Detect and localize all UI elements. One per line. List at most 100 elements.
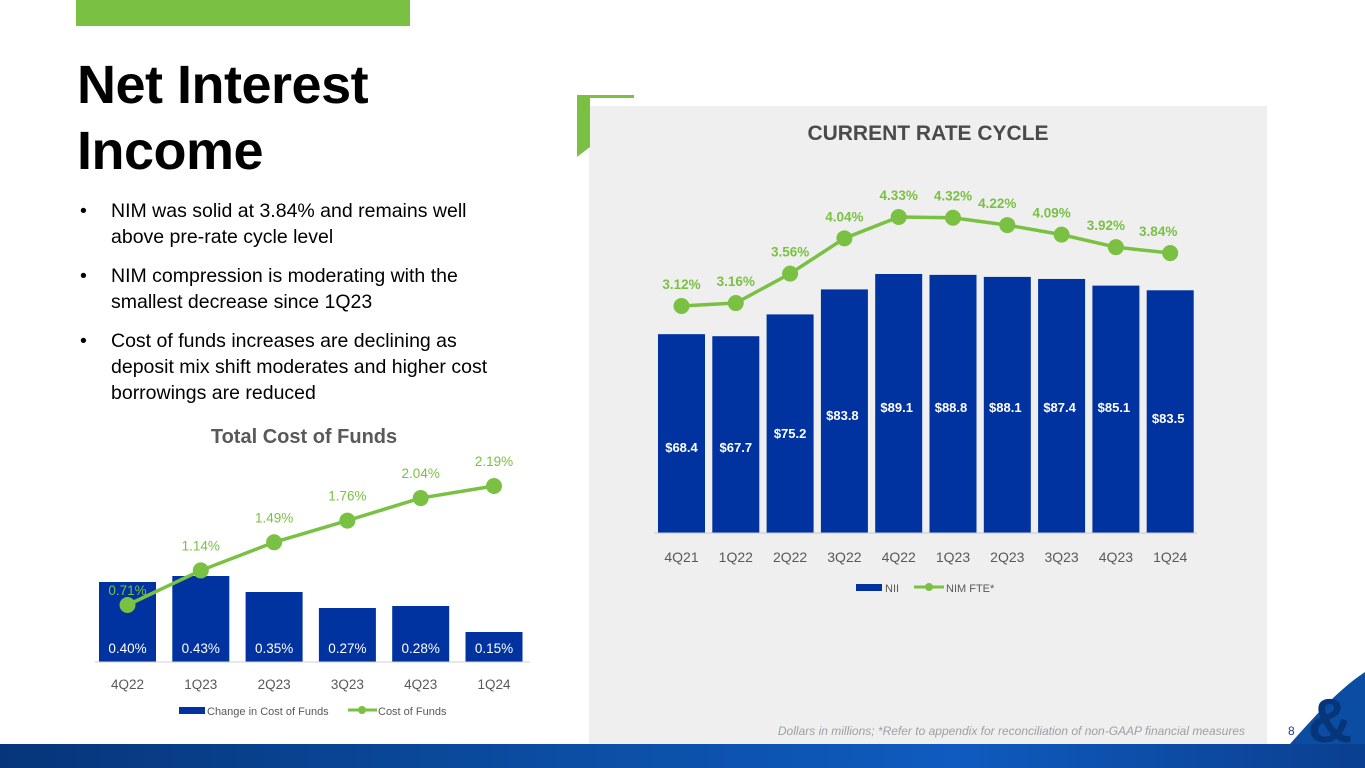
cof-bar-label: 0.27% [328, 641, 366, 656]
x-tick-label: 1Q24 [1153, 549, 1187, 565]
x-tick-label: 3Q23 [331, 677, 364, 692]
x-tick-label: 2Q23 [990, 549, 1024, 565]
nii-bar-label: $85.1 [1098, 400, 1131, 415]
cof-point-label: 1.14% [182, 538, 220, 553]
cof-bar [318, 608, 376, 662]
bullet-text: NIM compression is moderating with the s… [111, 265, 458, 313]
legend-cof-marker [358, 706, 366, 714]
nim-point [836, 230, 853, 247]
x-tick-label: 1Q23 [184, 677, 217, 692]
corner-bracket-icon [577, 95, 634, 157]
bullet-item: • NIM was solid at 3.84% and remains well… [78, 198, 518, 250]
cof-point [486, 478, 502, 494]
nim-point [1162, 245, 1179, 262]
nim-line [681, 215, 1171, 308]
cof-bar [465, 632, 523, 662]
cof-point-label: 1.76% [328, 489, 366, 504]
nii-bar-label: $83.5 [1152, 411, 1185, 426]
legend-nim-label: NIM FTE* [946, 583, 995, 595]
nim-point [890, 209, 907, 225]
cof-bar-label: 0.35% [255, 641, 293, 656]
cof-bar [392, 606, 450, 662]
ampersand-logo-icon: & [1290, 672, 1365, 744]
cof-point [339, 512, 356, 529]
logo-glyph: & [1308, 687, 1353, 744]
page-title: Net Interest Income [77, 52, 369, 184]
nii-bar [1038, 278, 1086, 533]
nii-bar [766, 314, 814, 533]
nii-bar [875, 274, 923, 533]
page-title-line1: Net Interest [77, 55, 369, 115]
nim-point [673, 298, 690, 314]
bullet-text: Cost of funds increases are declining as… [111, 330, 488, 404]
x-tick-label: 4Q22 [882, 549, 916, 565]
legend-nii-swatch [856, 584, 882, 591]
nim-point [1107, 239, 1124, 256]
bullet-item: • NIM compression is moderating with the … [78, 263, 518, 315]
cof-point [119, 597, 136, 613]
cof-point [412, 490, 429, 507]
cof-point-label: 1.49% [255, 510, 293, 525]
x-tick-label: 2Q23 [258, 677, 291, 692]
cof-line [126, 484, 495, 607]
cof-point [266, 534, 283, 551]
x-tick-label: 4Q23 [404, 677, 437, 692]
nim-point [945, 209, 961, 226]
x-tick-label: 2Q22 [773, 549, 807, 565]
legend-change-swatch [179, 707, 205, 714]
x-tick-label: 1Q24 [477, 677, 511, 692]
nii-bar [929, 274, 977, 533]
nim-point-label: 3.12% [662, 277, 700, 292]
nii-bar-label: $83.8 [826, 408, 859, 423]
x-tick-label: 3Q22 [827, 549, 861, 565]
x-tick-label: 4Q23 [1099, 549, 1133, 565]
footnote: Dollars in millions; *Refer to appendix … [777, 724, 1245, 738]
rate-cycle-chart-title: CURRENT RATE CYCLE [807, 122, 1048, 145]
nim-point-label: 3.56% [771, 245, 809, 260]
cof-bar-label: 0.43% [182, 641, 220, 656]
bottom-band [0, 744, 1365, 768]
nim-point-label: 4.09% [1032, 206, 1070, 221]
accent-bar [76, 0, 410, 26]
nim-point-label: 3.16% [717, 274, 755, 289]
cof-bar-label: 0.28% [402, 641, 440, 656]
x-tick-label: 1Q23 [936, 549, 970, 565]
nii-bar-label: $88.8 [935, 400, 968, 415]
nii-bar [712, 336, 760, 533]
nii-bar [1146, 290, 1194, 533]
bullet-dot: • [80, 200, 87, 222]
bullet-dot: • [80, 330, 87, 352]
legend-nii-label: NII [885, 583, 899, 595]
bullet-list: • NIM was solid at 3.84% and remains well… [78, 198, 518, 419]
cof-bar [245, 592, 303, 662]
x-tick-label: 3Q23 [1044, 549, 1078, 565]
cof-point-label: 2.19% [475, 454, 513, 469]
nii-bar [983, 276, 1031, 533]
nii-bar [658, 334, 705, 533]
nim-point [782, 265, 799, 282]
cof-bar-label: 0.40% [108, 641, 146, 656]
nim-point [727, 295, 744, 312]
bullet-text: NIM was solid at 3.84% and remains well … [111, 200, 467, 248]
nii-bar-label: $88.1 [989, 400, 1022, 415]
cof-bar [172, 576, 230, 662]
nii-bar [820, 289, 868, 533]
cof-bar-label: 0.15% [475, 641, 513, 656]
nim-point [1053, 226, 1070, 243]
legend-cof-label: Cost of Funds [378, 706, 447, 718]
nim-point-label: 3.84% [1139, 224, 1177, 239]
bullet-dot: • [80, 265, 87, 287]
legend-nim-marker [925, 583, 933, 591]
x-tick-label: 1Q22 [719, 549, 753, 565]
nim-point-label: 3.92% [1087, 218, 1125, 233]
nim-point-label: 4.32% [934, 189, 972, 204]
nii-bar-label: $87.4 [1043, 400, 1076, 415]
nim-point-label: 4.33% [880, 188, 918, 203]
cost-of-funds-chart-title: Total Cost of Funds [211, 426, 397, 448]
nim-point-label: 4.22% [978, 196, 1016, 211]
cof-point [192, 562, 209, 579]
x-tick-label: 4Q21 [664, 549, 698, 565]
nii-bar-label: $75.2 [774, 426, 807, 441]
